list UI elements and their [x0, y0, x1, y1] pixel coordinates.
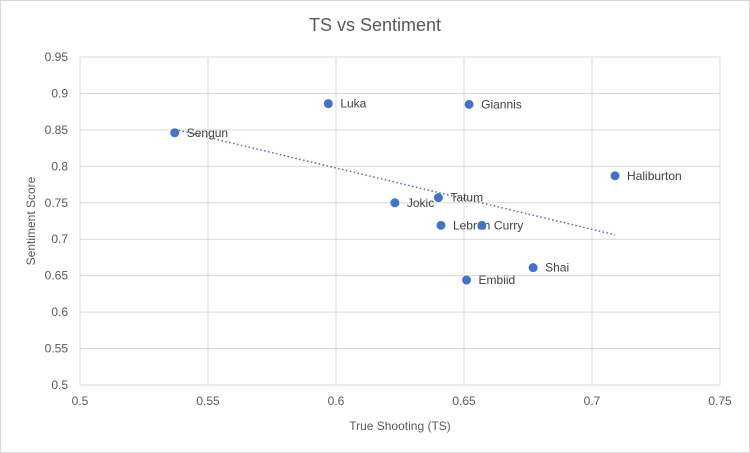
- y-tick-label: 0.6: [51, 305, 68, 319]
- data-point-jokic: [390, 198, 400, 208]
- data-point-lebron: [436, 220, 446, 230]
- data-point-shai: [528, 263, 538, 273]
- point-label: Giannis: [481, 97, 522, 111]
- data-point-tatum: [433, 193, 443, 203]
- chart-title: TS vs Sentiment: [309, 15, 441, 35]
- point-label: Embiid: [479, 273, 516, 287]
- y-tick-label: 0.85: [45, 123, 69, 137]
- x-tick-label: 0.55: [196, 394, 220, 408]
- x-tick-label: 0.65: [452, 394, 476, 408]
- point-label: Jokic: [407, 196, 434, 210]
- gridlines: [79, 56, 721, 386]
- point-label: Sengun: [187, 126, 228, 140]
- y-tick-label: 0.9: [51, 86, 68, 100]
- point-label: Tatum: [450, 191, 483, 205]
- data-point-giannis: [464, 99, 474, 109]
- y-tick-label: 0.7: [51, 232, 68, 246]
- x-tick-label: 0.5: [72, 394, 89, 408]
- y-tick-label: 0.5: [51, 378, 68, 392]
- x-tick-label: 0.7: [584, 394, 601, 408]
- y-tick-label: 0.75: [45, 196, 69, 210]
- data-point-haliburton: [610, 171, 620, 181]
- y-tick-label: 0.95: [45, 50, 69, 64]
- point-label: Luka: [340, 97, 366, 111]
- data-point-embiid: [462, 275, 472, 285]
- x-tick-label: 0.6: [328, 394, 345, 408]
- y-tick-label: 0.55: [45, 342, 69, 356]
- data-point-curry: [477, 220, 487, 230]
- data-point-sengun: [170, 128, 180, 138]
- y-tick-label: 0.8: [51, 159, 68, 173]
- y-axis-title: Sentiment Score: [24, 176, 38, 265]
- data-point-luka: [323, 99, 333, 109]
- point-label: Haliburton: [627, 169, 682, 183]
- point-label: Curry: [494, 218, 523, 232]
- trendline: [174, 128, 616, 236]
- y-tick-label: 0.65: [45, 269, 69, 283]
- tick-labels: 0.5 0.55 0.6 0.65 0.7 0.75 0.8 0.85 0.9 0.95 0.5 0.…: [45, 50, 732, 408]
- point-label: Shai: [545, 261, 569, 275]
- x-axis-title: True Shooting (TS): [349, 419, 451, 433]
- x-tick-label: 0.75: [708, 394, 732, 408]
